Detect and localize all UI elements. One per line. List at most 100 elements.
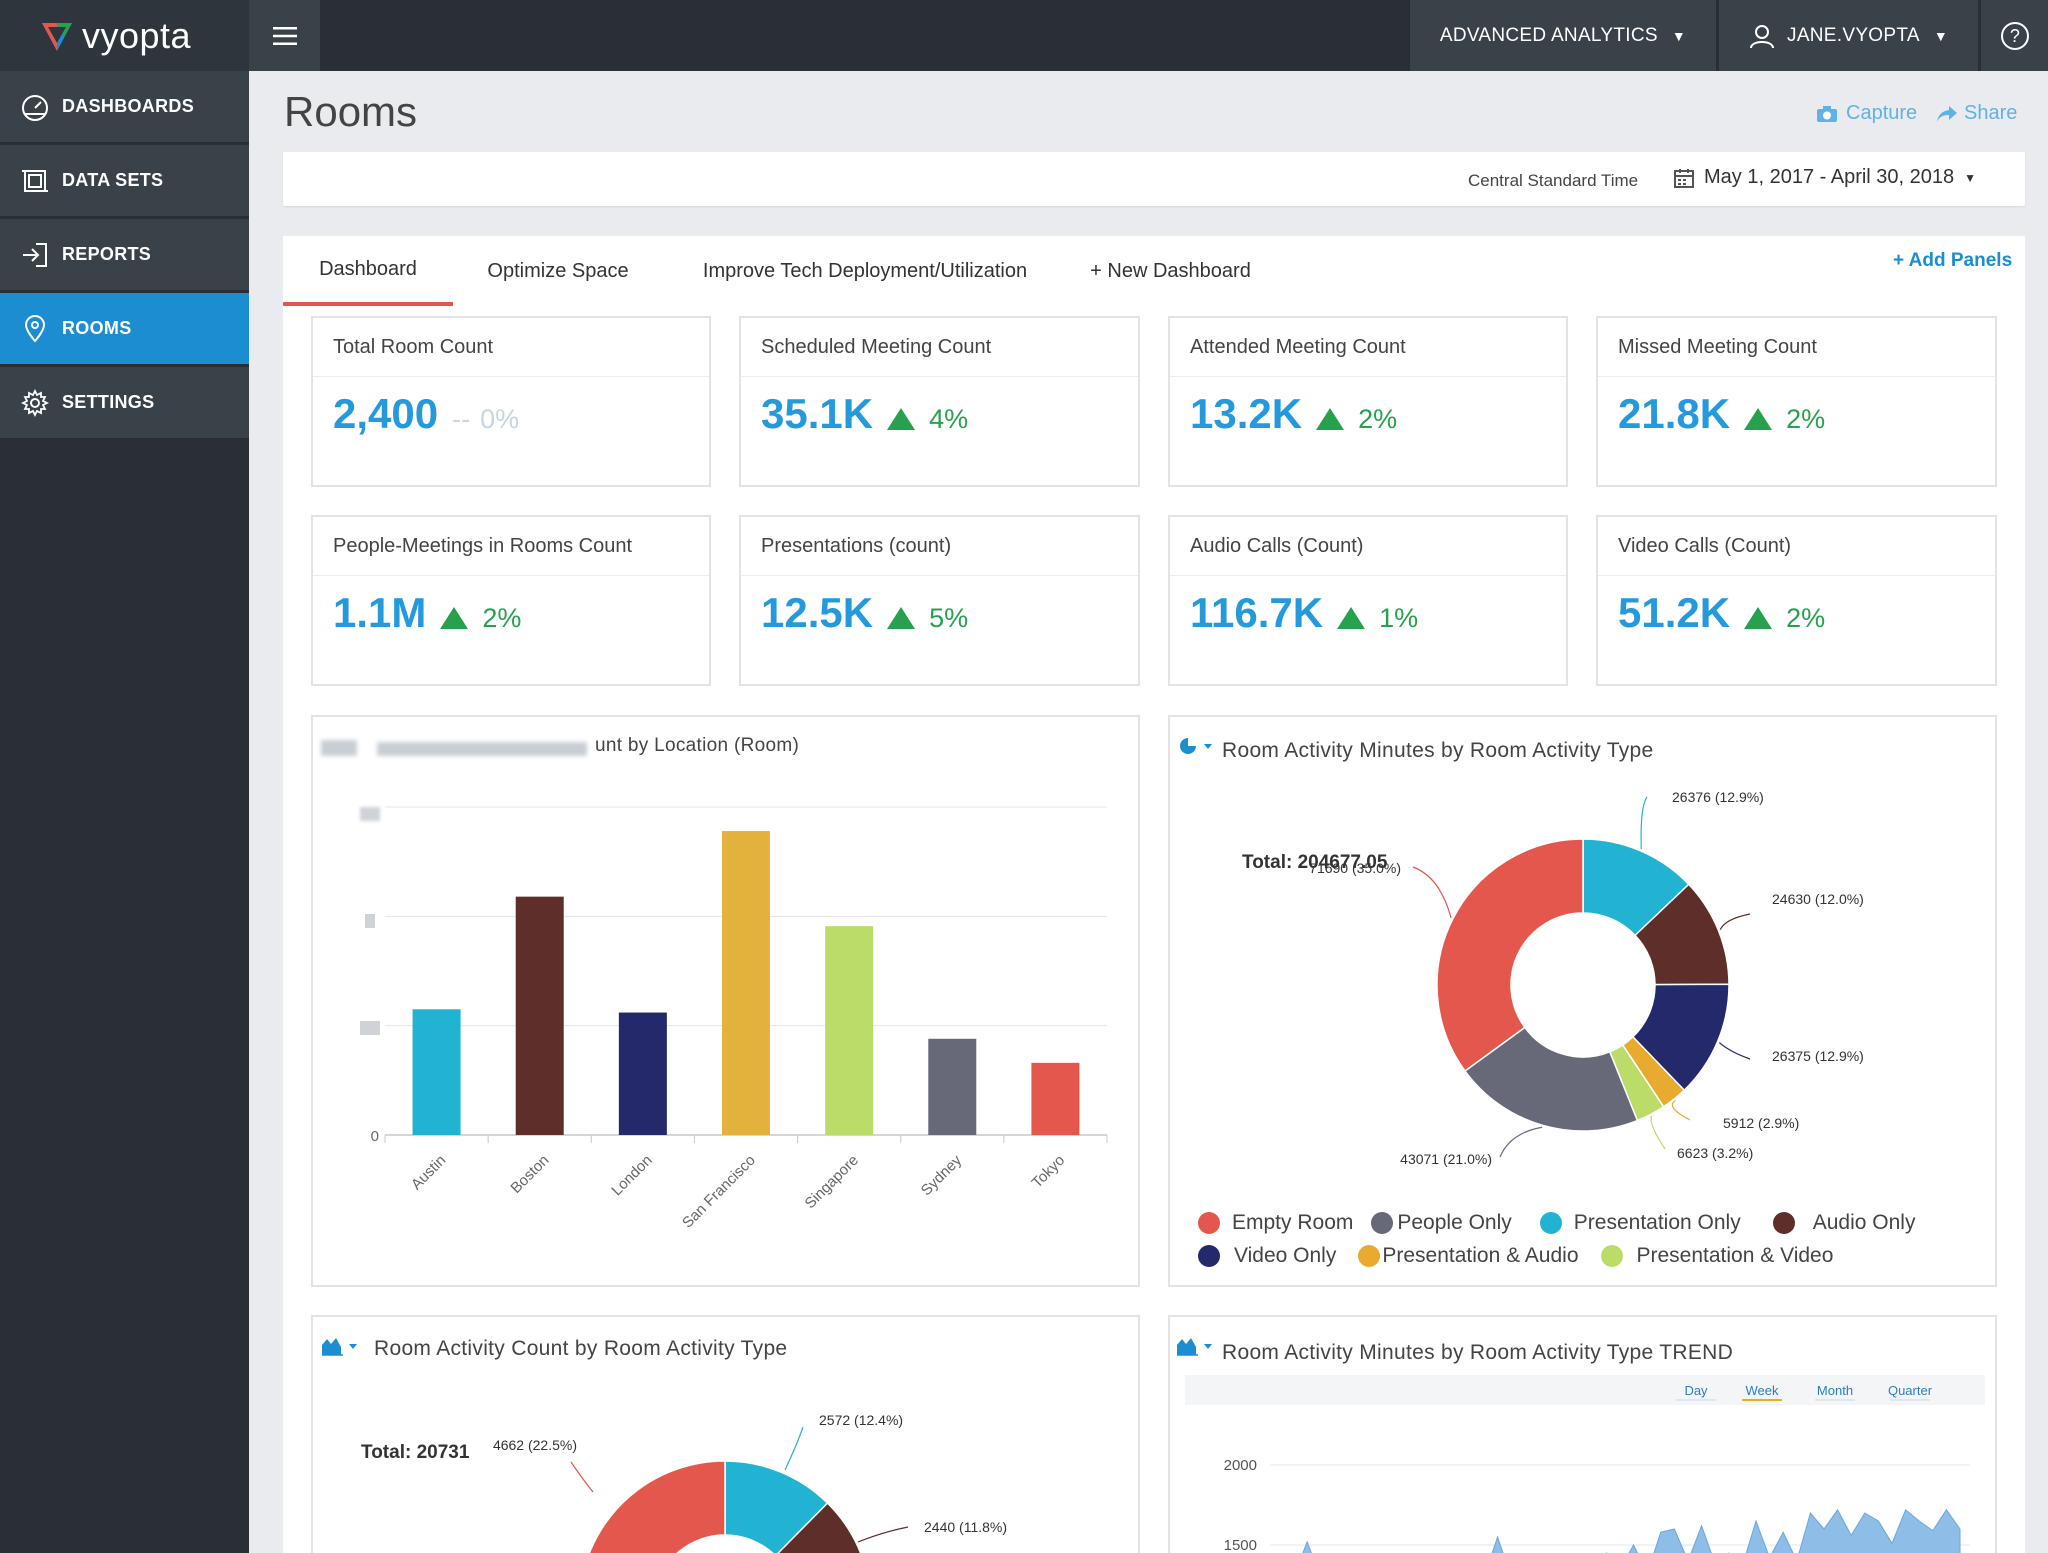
date-range-picker[interactable]: May 1, 2017 - April 30, 2018 ▼ [1674, 166, 1976, 189]
logo-text: vyopta [82, 14, 192, 56]
chart-legend-row: Empty Room People Only Presentation Only… [1198, 1211, 1915, 1235]
kpi-value: 51.2K [1618, 589, 1731, 636]
logo[interactable]: vyopta [0, 0, 249, 71]
kpi-card-total-room-count[interactable]: Total Room Count 2,400 -- 0% [311, 316, 711, 487]
share-button[interactable]: Share [1936, 102, 2017, 125]
hamburger-menu-button[interactable] [249, 0, 320, 71]
kpi-card-audio-calls[interactable]: Audio Calls (Count) 116.7K 1% [1168, 515, 1568, 686]
add-panels-button[interactable]: + Add Panels [1893, 250, 2013, 271]
sidebar-item-rooms[interactable]: ROOMS [0, 293, 249, 364]
legend-label: Presentation & Video [1636, 1244, 1834, 1267]
user-icon [1750, 24, 1775, 48]
kpi-value: 2,400 [333, 390, 439, 437]
tab-optimize-space[interactable]: Optimize Space [487, 259, 629, 282]
kpi-title: Total Room Count [333, 336, 494, 358]
kpi-card-people-meetings[interactable]: People-Meetings in Rooms Count 1.1M 2% [311, 515, 711, 686]
legend-item-people-only[interactable]: People Only [1371, 1211, 1512, 1235]
legend-item-presentation-audio[interactable]: Presentation & Audio [1358, 1244, 1579, 1268]
chart-panel-minutes-by-type[interactable]: Room Activity Minutes by Room Activity T… [1168, 715, 1997, 1287]
kpi-change: 2% [1358, 404, 1398, 434]
bar-chart: 0 Austin Boston London San Francisco Singapor… [360, 806, 1108, 1232]
slice-label: 2440 (11.8%) [924, 1519, 1007, 1535]
range-button-quarter: Quarter [1888, 1383, 1933, 1398]
kpi-value: 13.2K [1190, 390, 1303, 437]
donut-chart: Total: 20731 2572 (12.4%) 2440 (11.8%) 4662… [361, 1412, 1007, 1553]
bar-singapore [825, 926, 874, 1135]
x-tick-label: Austin [408, 1152, 450, 1194]
kpi-card-missed-meeting-count[interactable]: Missed Meeting Count 21.8K 2% [1596, 316, 1997, 487]
kpi-change: 2% [1786, 404, 1826, 434]
area-chart-icon[interactable] [321, 1335, 361, 1357]
legend-item-video-only[interactable]: Video Only [1198, 1244, 1336, 1268]
label-connector [1719, 913, 1751, 930]
blurred-title-text [377, 742, 587, 756]
legend-dot [1600, 1245, 1623, 1267]
camera-icon [1817, 105, 1837, 122]
divider [1170, 376, 1566, 377]
sidebar-item-label: DATA SETS [62, 170, 164, 190]
chart-panel-minutes-trend[interactable]: Room Activity Minutes by Room Activity T… [1168, 1315, 1997, 1553]
tab-dashboard[interactable]: Dashboard [283, 236, 453, 306]
range-toolbar [1185, 1375, 1985, 1405]
sign-in-icon [20, 240, 50, 270]
help-icon: ? [2000, 21, 2029, 50]
kpi-card-video-calls[interactable]: Video Calls (Count) 51.2K 2% [1596, 515, 1997, 686]
capture-button[interactable]: Capture [1816, 102, 1917, 125]
gear-icon [20, 388, 50, 418]
tab-new-dashboard[interactable]: + New Dashboard [1090, 259, 1251, 282]
top-right-controls: ADVANCED ANALYTICS ▼ JANE.VYOPTA ▼ ? [1407, 0, 2048, 71]
help-button[interactable]: ? [1981, 0, 2048, 71]
page-title: Rooms [284, 88, 418, 135]
donut-chart: Total: 204677.05 26376 (12.9%) 24630 (12.0… [1242, 789, 1864, 1167]
kpi-title: Scheduled Meeting Count [761, 336, 992, 358]
frame-icon [20, 166, 50, 196]
advanced-analytics-label: ADVANCED ANALYTICS [1439, 24, 1658, 46]
kpi-value-row: 35.1K 4% [761, 390, 968, 438]
blurred-icon [321, 740, 357, 756]
chart-panel-count-by-location[interactable]: unt by Location (Room) 0 Austin Boston Lond… [311, 715, 1140, 1287]
chart-title: Room Activity Minutes by Room Activity T… [1222, 739, 1654, 762]
sidebar-item-settings[interactable]: SETTINGS [0, 367, 249, 438]
label-connector [1412, 866, 1452, 919]
caret-down-icon: ▼ [1671, 27, 1687, 44]
legend-item-presentation-only[interactable]: Presentation Only [1539, 1211, 1741, 1235]
bar-london [618, 1012, 667, 1135]
slice-label: 6623 (3.2%) [1677, 1145, 1753, 1161]
legend-label: Presentation & Audio [1382, 1244, 1579, 1267]
kpi-card-presentations[interactable]: Presentations (count) 12.5K 5% [739, 515, 1140, 686]
sidebar-item-dashboards[interactable]: DASHBOARDS [0, 71, 249, 142]
slice-label: 26375 (12.9%) [1772, 1048, 1864, 1064]
chart-title: unt by Location (Room) [595, 735, 800, 756]
sidebar-item-reports[interactable]: REPORTS [0, 219, 249, 290]
sidebar-item-label: REPORTS [62, 244, 152, 264]
kpi-title: People-Meetings in Rooms Count [333, 535, 633, 557]
capture-label: Capture [1846, 102, 1918, 124]
x-tick-label: Sydney [918, 1151, 966, 1199]
top-bar: vyopta ADVANCED ANALYTICS ▼ JANE.VYOPTA … [0, 0, 2048, 71]
slice-label: 5912 (2.9%) [1723, 1115, 1799, 1131]
date-range-text: May 1, 2017 - April 30, 2018 [1704, 166, 1955, 188]
user-name: JANE.VYOPTA [1787, 24, 1920, 46]
user-menu-dropdown[interactable]: JANE.VYOPTA ▼ [1719, 0, 1978, 71]
legend-item-audio-only[interactable]: Audio Only [1772, 1211, 1915, 1235]
legend-label: Video Only [1234, 1244, 1337, 1267]
legend-item-presentation-video[interactable]: Presentation & Video [1600, 1244, 1834, 1268]
timezone-label[interactable]: Central Standard Time [1468, 171, 1639, 190]
pie-chart-icon[interactable] [1178, 734, 1214, 758]
kpi-card-scheduled-meeting-count[interactable]: Scheduled Meeting Count 35.1K 4% [739, 316, 1140, 487]
label-connector [784, 1426, 804, 1471]
slice-label: 4662 (22.5%) [493, 1437, 577, 1453]
bar-san-francisco [722, 831, 770, 1135]
area-chart-icon[interactable] [1176, 1335, 1216, 1357]
legend-item-empty-room[interactable]: Empty Room [1198, 1211, 1353, 1235]
kpi-value: 1.1M [333, 589, 427, 636]
slice-label: 43071 (21.0%) [1400, 1151, 1492, 1167]
chart-panel-count-by-type[interactable]: Room Activity Count by Room Activity Typ… [311, 1315, 1140, 1553]
tab-improve-tech[interactable]: Improve Tech Deployment/Utilization [702, 259, 1028, 282]
chart-title: Room Activity Minutes by Room Activity T… [1222, 1341, 1734, 1364]
kpi-card-attended-meeting-count[interactable]: Attended Meeting Count 13.2K 2% [1168, 316, 1568, 487]
advanced-analytics-dropdown[interactable]: ADVANCED ANALYTICS ▼ [1409, 0, 1717, 71]
sidebar-item-data-sets[interactable]: DATA SETS [0, 145, 249, 216]
kpi-change: 5% [929, 603, 969, 633]
divider [313, 575, 709, 576]
